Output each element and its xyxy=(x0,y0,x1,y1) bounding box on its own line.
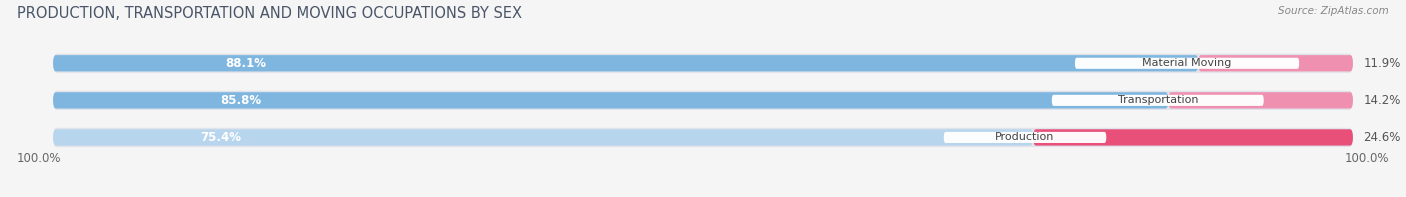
Text: 85.8%: 85.8% xyxy=(221,94,262,107)
FancyBboxPatch shape xyxy=(53,91,1353,110)
Text: 100.0%: 100.0% xyxy=(17,152,60,165)
Text: 75.4%: 75.4% xyxy=(200,131,240,144)
Text: Material Moving: Material Moving xyxy=(1142,58,1232,68)
FancyBboxPatch shape xyxy=(53,55,1198,72)
Text: 11.9%: 11.9% xyxy=(1364,57,1400,70)
Text: 88.1%: 88.1% xyxy=(225,57,266,70)
Text: Transportation: Transportation xyxy=(1118,95,1198,105)
FancyBboxPatch shape xyxy=(943,132,1107,143)
FancyBboxPatch shape xyxy=(1168,92,1353,109)
Text: Production: Production xyxy=(995,132,1054,142)
Text: PRODUCTION, TRANSPORTATION AND MOVING OCCUPATIONS BY SEX: PRODUCTION, TRANSPORTATION AND MOVING OC… xyxy=(17,6,522,21)
Text: 24.6%: 24.6% xyxy=(1364,131,1400,144)
FancyBboxPatch shape xyxy=(53,54,1353,73)
FancyBboxPatch shape xyxy=(1076,58,1299,69)
FancyBboxPatch shape xyxy=(53,129,1033,146)
FancyBboxPatch shape xyxy=(53,92,1168,109)
Text: 14.2%: 14.2% xyxy=(1364,94,1400,107)
FancyBboxPatch shape xyxy=(1033,129,1353,146)
FancyBboxPatch shape xyxy=(53,128,1353,147)
FancyBboxPatch shape xyxy=(1052,95,1264,106)
Text: Source: ZipAtlas.com: Source: ZipAtlas.com xyxy=(1278,6,1389,16)
FancyBboxPatch shape xyxy=(1198,55,1353,72)
Text: 100.0%: 100.0% xyxy=(1346,152,1389,165)
